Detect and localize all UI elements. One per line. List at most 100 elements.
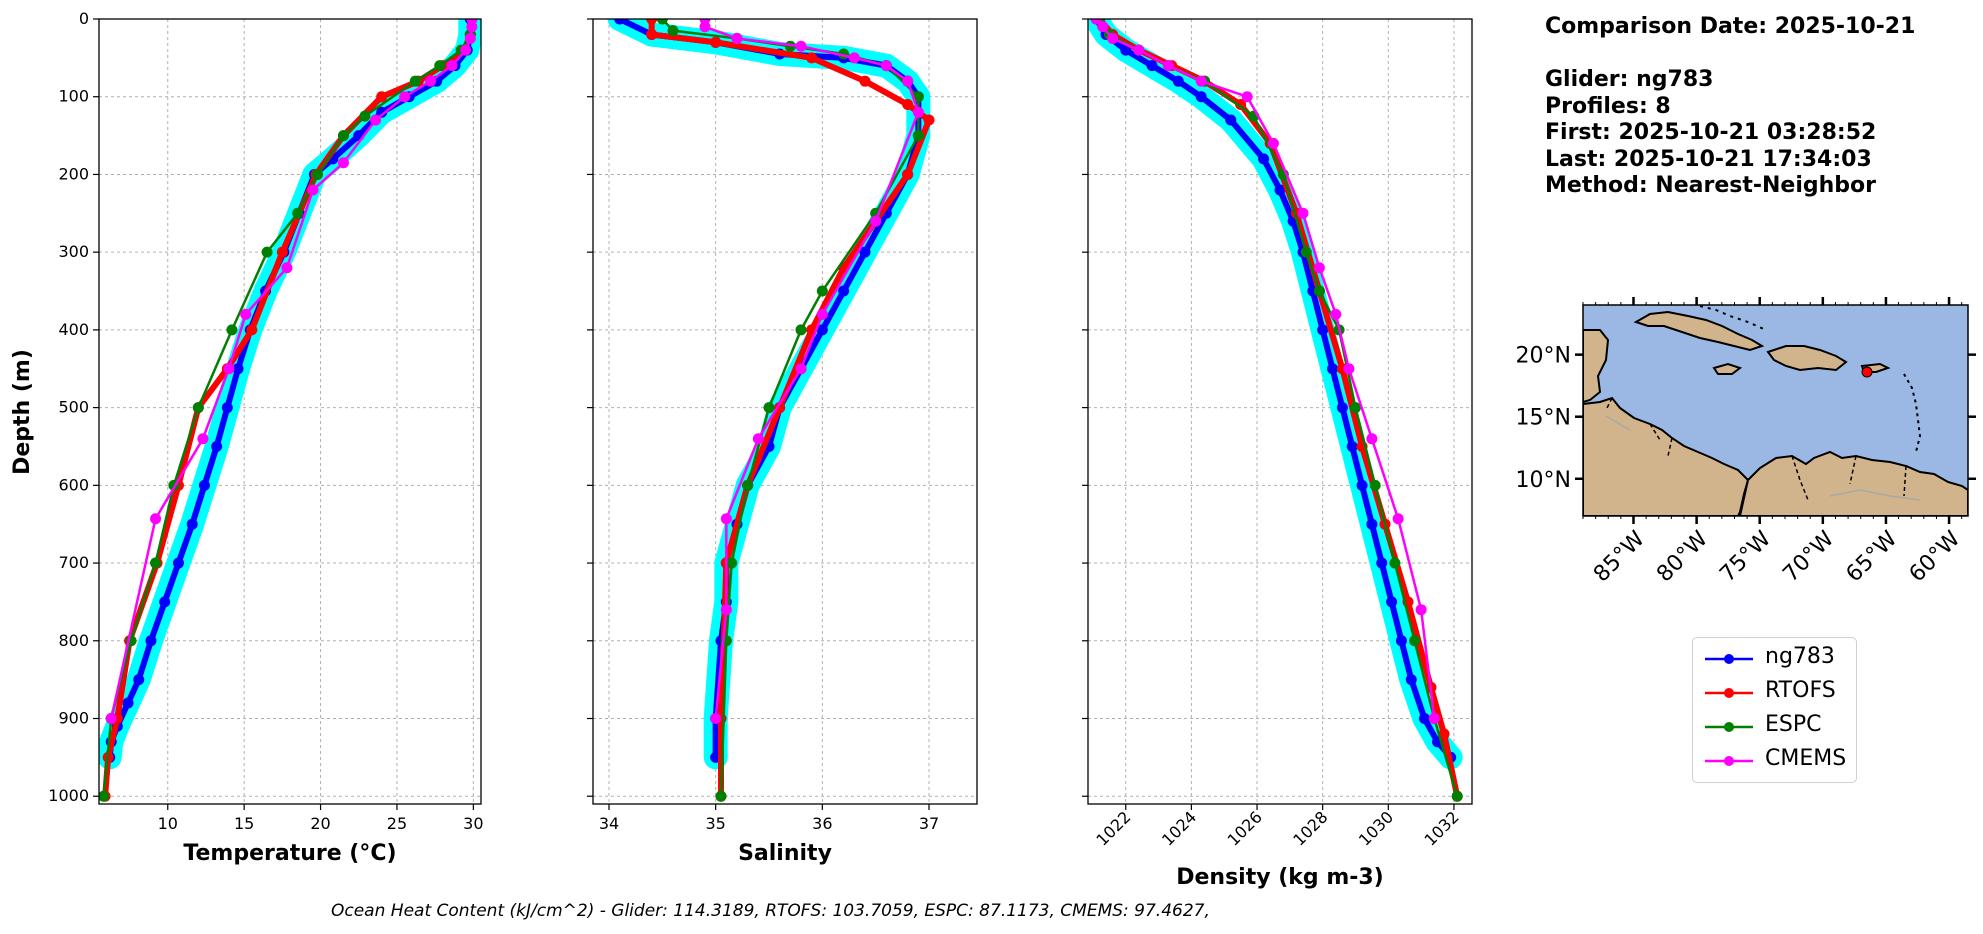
data-point-cmems	[795, 363, 807, 375]
data-point-ng783	[376, 106, 388, 118]
data-point-cmems	[1392, 513, 1404, 525]
data-point-cmems	[1343, 363, 1355, 375]
data-point-cmems	[464, 32, 476, 44]
data-point-ng783	[221, 402, 233, 414]
data-point-espc	[1389, 557, 1401, 569]
axes-frame	[1087, 18, 1473, 805]
data-point-cmems	[1097, 21, 1109, 33]
glider-name: Glider: ng783	[1545, 67, 1714, 92]
profile-count: Profiles: 8	[1545, 93, 1671, 119]
x-tick-label: 1028	[1289, 807, 1331, 849]
data-point-cmems	[466, 21, 478, 33]
series-line-cmems	[110, 19, 474, 719]
data-point-ng783	[186, 518, 198, 530]
map-frame	[1582, 304, 1969, 517]
data-point-cmems	[399, 91, 411, 103]
data-point-espc	[667, 25, 679, 37]
data-point-ng783	[1336, 402, 1348, 414]
data-point-cmems	[880, 60, 892, 72]
data-point-espc	[715, 790, 727, 802]
data-point-espc	[434, 60, 446, 72]
legend-label: ESPC	[1765, 712, 1822, 737]
land-south-america	[1738, 450, 1968, 516]
map-lon-label: 80°W	[1652, 526, 1713, 587]
y-tick-label: 1000	[48, 786, 89, 805]
data-point-espc	[1313, 285, 1325, 297]
data-point-cmems	[1297, 207, 1309, 219]
data-point-cmems	[1330, 308, 1342, 320]
land-rivers	[1605, 415, 1921, 501]
data-point-cmems	[337, 157, 349, 169]
data-point-espc	[1349, 402, 1361, 414]
data-point-ng783	[838, 285, 850, 297]
land-borders	[1605, 397, 1907, 501]
data-point-ng783	[1376, 557, 1388, 569]
data-point-cmems	[281, 262, 293, 274]
y-tick-label: 600	[58, 475, 89, 494]
data-point-cmems	[1313, 262, 1325, 274]
data-point-espc	[409, 75, 421, 87]
data-point-espc	[261, 246, 273, 258]
data-point-cmems	[1162, 60, 1174, 72]
legend-label: ng783	[1765, 644, 1835, 669]
map-lat-label: 15°N	[1516, 406, 1571, 431]
series-line-cmems	[1095, 19, 1436, 719]
data-point-cmems	[720, 513, 732, 525]
data-point-ng783	[159, 596, 171, 608]
data-point-cmems	[460, 44, 472, 56]
data-point-cmems	[902, 75, 914, 87]
temperature-panel: 0 100 200 300 400 500 600 700 800 900 1000 10 15 20 25…	[48, 9, 483, 833]
data-point-rtofs	[806, 52, 818, 64]
x-tick-label: 1030	[1355, 807, 1397, 849]
data-point-espc	[816, 285, 828, 297]
legend-swatch	[1705, 654, 1753, 664]
map-lon-label: 85°W	[1589, 526, 1650, 587]
axes-frame	[592, 18, 978, 805]
data-point-cmems	[223, 363, 235, 375]
data-point-ng783	[172, 557, 184, 569]
x-tick-label: 34	[599, 814, 619, 833]
data-point-espc	[226, 324, 238, 336]
legend-item: ng783	[1693, 642, 1856, 676]
land-jamaica	[1712, 362, 1743, 375]
map-lon-label: 65°W	[1842, 526, 1903, 587]
axes-frame	[98, 18, 482, 805]
data-point-rtofs	[276, 246, 288, 258]
x-tick-label: 30	[463, 814, 483, 833]
data-point-cmems	[699, 21, 711, 33]
comparison-date: Comparison Date: 2025-10-21	[1545, 14, 1916, 39]
x-tick-label: 1032	[1421, 807, 1463, 849]
data-point-espc	[763, 402, 775, 414]
legend-label: RTOFS	[1765, 678, 1836, 703]
data-point-cmems	[1195, 75, 1207, 87]
last-time: Last: 2025-10-21 17:34:03	[1545, 146, 1872, 172]
data-point-ng783	[816, 324, 828, 336]
data-point-cmems	[1241, 91, 1253, 103]
glider-spread-band	[1088, 19, 1463, 770]
salinity-panel: 34 35 36 37	[587, 18, 978, 833]
data-point-espc	[1369, 479, 1381, 491]
data-point-cmems	[912, 106, 924, 118]
data-point-cmems	[731, 32, 743, 44]
legend: ng783 RTOFS ESPC CMEMS	[1692, 637, 1857, 783]
data-point-cmems	[1133, 44, 1145, 56]
data-point-ng783	[614, 19, 626, 25]
data-point-espc	[99, 790, 110, 802]
data-point-cmems	[307, 184, 319, 196]
data-point-espc	[656, 19, 668, 25]
series-line-rtofs	[648, 19, 932, 797]
x-tick-label: 1024	[1158, 807, 1200, 849]
y-tick-label: 900	[58, 709, 89, 728]
data-point-cmems	[197, 433, 209, 445]
x-axis-label-temperature: Temperature (°C)	[183, 841, 396, 866]
x-tick-label: 1022	[1092, 807, 1134, 849]
series-line-ng783	[106, 19, 474, 758]
data-point-cmems	[710, 713, 722, 725]
data-point-rtofs	[1438, 728, 1450, 740]
y-tick-label: 300	[58, 242, 89, 261]
data-point-rtofs	[923, 114, 935, 126]
y-tick-label: 0	[79, 9, 89, 28]
data-point-cmems	[105, 713, 117, 725]
data-point-ng783	[1346, 440, 1358, 452]
